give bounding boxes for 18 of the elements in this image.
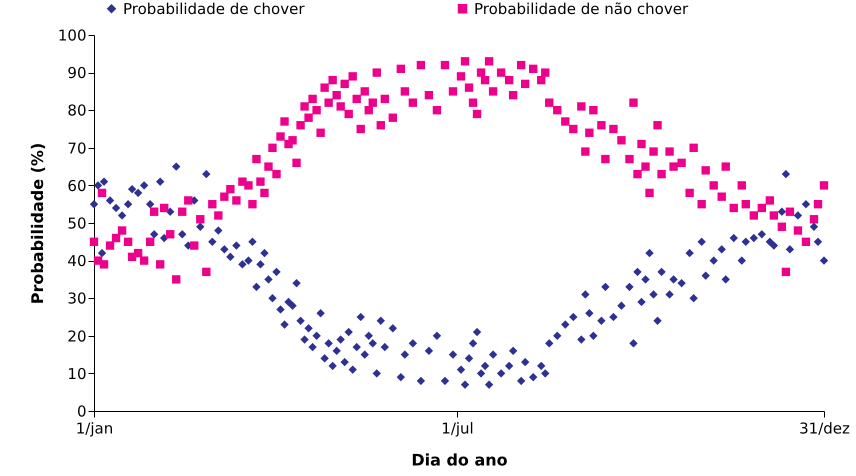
y-tick-label: 10: [67, 364, 86, 383]
y-tick-label: 60: [67, 176, 86, 195]
x-tick-label: 31/dez: [799, 420, 850, 438]
y-tick-label: 0: [76, 402, 86, 420]
legend-label: Probabilidade de não chover: [474, 0, 689, 18]
x-tick-label: 1/jan: [76, 420, 114, 438]
y-tick-label: 80: [67, 102, 86, 120]
legend-label: Probabilidade de chover: [123, 0, 306, 18]
y-tick-label: 20: [67, 327, 86, 346]
y-tick-label: 90: [67, 64, 86, 82]
y-tick-label: 100: [58, 26, 86, 44]
y-axis-title: Probabilidade (%): [28, 142, 47, 304]
y-tick-label: 30: [67, 290, 86, 308]
x-axis-title: Dia do ano: [411, 450, 508, 470]
x-tick-label: 1/jul: [441, 420, 474, 438]
y-tick-label: 50: [67, 214, 86, 232]
y-tick-label: 40: [67, 252, 86, 270]
y-tick-label: 70: [67, 139, 86, 158]
